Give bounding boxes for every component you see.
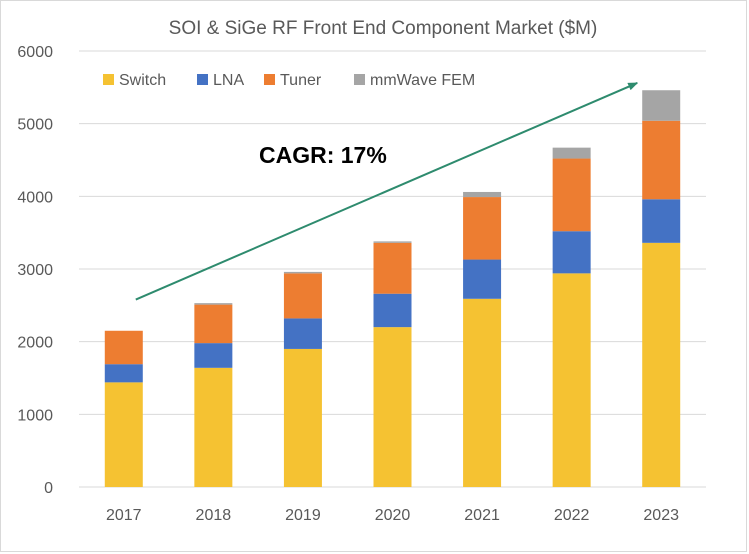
bar-switch-2022 [552,273,591,487]
bar-lna-2019 [283,318,322,349]
legend-item-switch: Switch [103,72,166,89]
bar-stack-2021 [463,191,502,487]
x-tick-label: 2019 [285,507,321,524]
bar-switch-2019 [283,348,322,487]
bar-tuner-2020 [373,242,412,294]
bar-switch-2020 [373,327,412,487]
y-tick-label: 4000 [17,189,53,206]
bar-mmwave-fem-2021 [463,191,502,198]
bar-stack-2019 [283,271,322,487]
legend-swatch [354,74,365,85]
bar-tuner-2017 [104,330,143,365]
bar-lna-2017 [104,364,143,383]
bar-switch-2021 [463,298,502,487]
x-axis-ticks: 2017 2018 2019 2020 2021 2022 2023 [106,507,679,524]
bar-tuner-2023 [642,120,681,200]
legend-item-mmwave-fem: mmWave FEM [354,72,475,89]
legend-label: mmWave FEM [370,72,475,89]
bar-lna-2020 [373,293,412,328]
bar-stack-2023 [642,90,681,487]
bar-switch-2017 [104,382,143,487]
y-tick-label: 0 [44,480,53,497]
bar-lna-2023 [642,199,681,243]
cagr-annotation: CAGR: 17% [259,142,387,168]
x-tick-label: 2020 [375,507,411,524]
bar-lna-2021 [463,259,502,299]
bar-mmwave-fem-2019 [283,271,322,274]
x-tick-label: 2018 [196,507,232,524]
bar-mmwave-fem-2022 [552,147,591,159]
legend-swatch [197,74,208,85]
bar-mmwave-fem-2023 [642,90,681,121]
legend-label: Tuner [280,72,322,89]
bar-tuner-2021 [463,197,502,260]
bar-tuner-2019 [283,273,322,319]
x-tick-label: 2023 [643,507,679,524]
legend-swatch [264,74,275,85]
y-tick-label: 3000 [17,262,53,279]
bar-lna-2018 [194,343,233,368]
chart-title: SOI & SiGe RF Front End Component Market… [169,18,598,39]
cagr-trend-arrow [135,82,639,301]
bar-stack-2020 [373,241,412,487]
y-tick-label: 2000 [17,335,53,352]
bar-switch-2018 [194,367,233,487]
legend-swatch [103,74,114,85]
y-axis-ticks: 0 1000 2000 3000 4000 5000 6000 [17,44,53,497]
legend-item-lna: LNA [197,72,244,89]
bar-stack-2018 [194,303,233,487]
bars-layer [104,90,681,487]
bar-mmwave-fem-2018 [194,303,233,305]
x-tick-label: 2022 [554,507,590,524]
annotation-layer: CAGR: 17% [135,82,639,301]
legend-item-tuner: Tuner [264,72,322,89]
x-tick-label: 2017 [106,507,142,524]
bar-stack-2017 [104,330,143,487]
bar-tuner-2022 [552,158,591,232]
bar-stack-2022 [552,147,591,487]
legend-label: LNA [213,72,244,89]
y-tick-label: 1000 [17,407,53,424]
bar-lna-2022 [552,231,591,274]
legend: Switch LNA Tuner mmWave FEM [103,72,475,89]
bar-tuner-2018 [194,304,233,344]
legend-label: Switch [119,72,166,89]
bar-mmwave-fem-2020 [373,241,412,243]
y-tick-label: 6000 [17,44,53,61]
x-tick-label: 2021 [464,507,500,524]
y-tick-label: 5000 [17,117,53,134]
bar-switch-2023 [642,242,681,487]
